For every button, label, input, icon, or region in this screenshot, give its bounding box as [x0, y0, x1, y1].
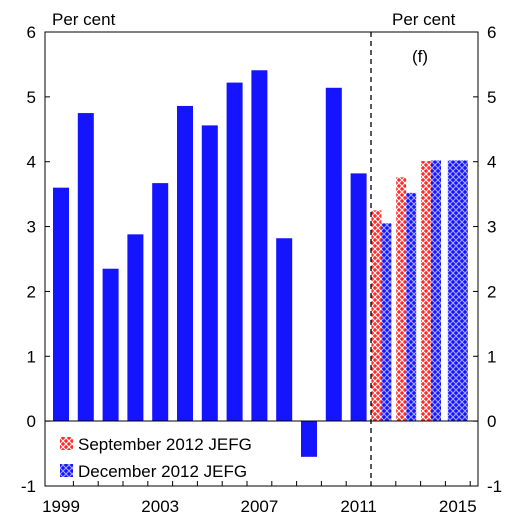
ytick-label-left: 3 [27, 218, 36, 237]
ytick-label-left: 4 [27, 153, 36, 172]
ytick-label-right: -1 [487, 477, 502, 496]
ytick-label-right: 1 [487, 347, 496, 366]
bar-2004 [177, 105, 193, 422]
ytick-label-left: 1 [27, 347, 36, 366]
bar-2003 [152, 183, 169, 422]
bar-2006 [226, 82, 243, 422]
bar-2000 [77, 113, 94, 422]
bar-december-2015 [447, 160, 468, 422]
bar-september-2013 [396, 177, 407, 422]
xtick-label-2015: 2015 [439, 497, 477, 516]
bar-2011 [350, 173, 367, 422]
bar-2005 [201, 125, 218, 422]
bar-december-2014 [431, 160, 441, 422]
axes-group: -1 -1 0 0 1 1 2 2 3 3 4 4 5 5 6 6 1999 2003 2007 2011 2015 [21, 23, 502, 516]
bar-december-2013 [406, 192, 417, 422]
bar-2009 [301, 421, 317, 457]
legend-swatch-september [60, 437, 73, 450]
unit-label-left: Per cent [52, 10, 116, 29]
bar-1999 [53, 187, 69, 422]
ytick-label-right: 5 [487, 88, 496, 107]
forecast-label: (f) [412, 47, 428, 66]
bar-2007 [251, 70, 268, 422]
xtick-label-1999: 1999 [42, 497, 80, 516]
xtick-label-2003: 2003 [141, 497, 179, 516]
ytick-label-right: 2 [487, 282, 496, 301]
ytick-label-right: 4 [487, 153, 496, 172]
ytick-label-left: 6 [27, 23, 36, 42]
ytick-label-left: 0 [27, 412, 36, 431]
bar-2010 [325, 87, 342, 422]
ytick-label-left: -1 [21, 477, 36, 496]
legend-label-september: September 2012 JEFG [78, 435, 252, 454]
unit-label-right: Per cent [392, 10, 456, 29]
legend-swatch-december [60, 464, 73, 477]
ytick-label-right: 0 [487, 412, 496, 431]
xtick-label-2007: 2007 [240, 497, 278, 516]
bar-2001 [102, 268, 119, 422]
bar-2002 [127, 234, 144, 422]
bar-2008 [276, 238, 293, 422]
ytick-label-right: 3 [487, 218, 496, 237]
bars-group [53, 70, 468, 457]
ytick-label-left: 5 [27, 88, 36, 107]
plot-frame [44, 31, 479, 487]
legend: September 2012 JEFG December 2012 JEFG [60, 435, 252, 481]
bar-december-2012 [381, 223, 392, 422]
xtick-label-2011: 2011 [340, 497, 377, 516]
legend-label-december: December 2012 JEFG [78, 462, 247, 481]
bar-september-2014 [421, 161, 431, 422]
ytick-label-left: 2 [27, 282, 36, 301]
bar-september-2012 [371, 210, 382, 422]
ytick-label-right: 6 [487, 23, 496, 42]
